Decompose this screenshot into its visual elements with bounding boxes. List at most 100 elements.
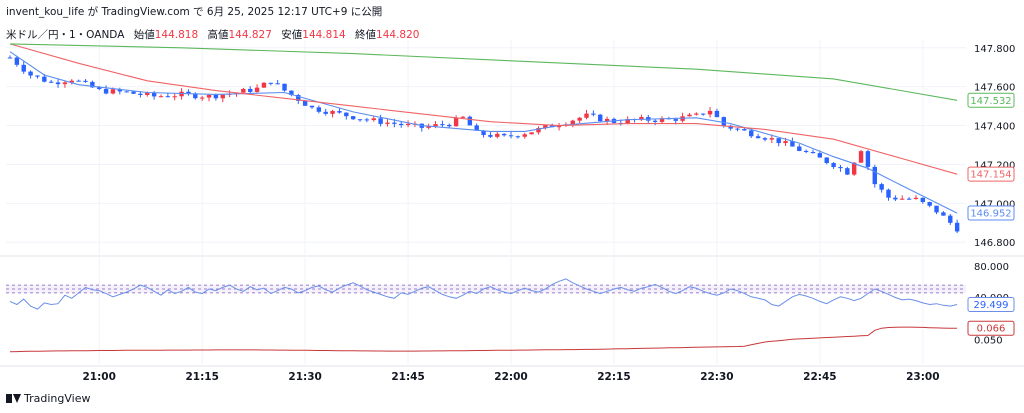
candle-body — [357, 119, 363, 121]
time-tick-label: 23:00 — [906, 371, 939, 383]
candle-body — [954, 222, 960, 232]
candle-body — [165, 96, 171, 98]
candle-body — [186, 91, 191, 94]
candle-body — [248, 88, 253, 92]
candle-body — [110, 89, 116, 94]
last-value-tag — [967, 205, 1015, 221]
time-tick-label: 22:45 — [803, 371, 836, 383]
candle-body — [913, 197, 919, 199]
candle-body — [467, 116, 473, 126]
candle-body — [254, 87, 260, 92]
candle-body — [309, 105, 315, 108]
candle-body — [323, 111, 328, 114]
symbol-label[interactable]: 米ドル／円・1・OANDA — [6, 29, 125, 41]
moving-average-line — [9, 43, 958, 175]
candle-body — [810, 152, 816, 154]
candle-body — [714, 110, 720, 118]
candle-body — [261, 82, 267, 88]
time-tick-label: 22:15 — [597, 371, 630, 383]
candle-body — [845, 168, 850, 175]
last-value-tag — [967, 166, 1015, 182]
rsi-tick-label: 80.000 — [974, 262, 1009, 273]
candle-body — [803, 150, 809, 153]
candle-body — [460, 116, 466, 118]
candle-body — [700, 113, 706, 115]
candle-body — [206, 95, 212, 98]
candle-body — [282, 83, 287, 91]
candle-body — [433, 124, 438, 127]
candle-body — [831, 163, 836, 168]
candle-body — [515, 136, 521, 138]
candle-body — [316, 107, 322, 112]
candle-body — [838, 167, 843, 169]
candle-body — [934, 205, 939, 213]
candle-body — [584, 113, 589, 118]
candle-body — [474, 125, 479, 131]
candle-body — [35, 75, 40, 77]
candle-body — [790, 141, 795, 147]
price-tick-label: 146.800 — [974, 238, 1015, 249]
candle-body — [625, 119, 630, 124]
candle-body — [872, 166, 877, 185]
candle-body — [577, 117, 582, 121]
candle-body — [199, 97, 205, 99]
candle-body — [659, 118, 665, 122]
candle-body — [886, 189, 891, 198]
price-tick-label: 147.600 — [974, 83, 1015, 94]
close-value: 144.820 — [376, 29, 420, 41]
low-value: 144.814 — [302, 29, 346, 41]
candle-body — [598, 114, 603, 122]
low-label: 安値 — [281, 29, 303, 41]
candle-body — [851, 162, 857, 175]
price-tick-label: 147.000 — [974, 199, 1015, 210]
candle-body — [749, 130, 754, 137]
candles — [7, 55, 960, 234]
candle-body — [591, 113, 596, 115]
candle-body — [14, 57, 20, 65]
candle-body — [570, 120, 575, 125]
last-value-label: 146.952 — [970, 209, 1011, 220]
candle-body — [694, 113, 699, 115]
candle-body — [893, 197, 898, 200]
candle-body — [858, 151, 864, 163]
candle-body — [350, 116, 356, 120]
publish-info: が TradingView.com で 6月 25, 2025 12:17 UT… — [87, 6, 383, 18]
candle-body — [508, 135, 514, 137]
candle-body — [289, 90, 294, 95]
time-tick-label: 22:00 — [494, 371, 527, 383]
candle-body — [399, 123, 404, 126]
price-tick-label: 147.400 — [974, 122, 1015, 133]
candle-body — [742, 129, 747, 131]
candle-body — [481, 130, 486, 135]
candle-body — [55, 82, 61, 85]
candle-body — [652, 120, 658, 122]
open-label: 始値 — [133, 29, 155, 41]
candle-body — [604, 118, 610, 122]
candle-body — [639, 117, 644, 120]
candle-body — [550, 125, 555, 128]
last-value-label: 147.154 — [970, 170, 1011, 181]
chart-header: invent_kou_life が TradingView.com で 6月 2… — [6, 4, 382, 19]
candle-body — [879, 184, 884, 190]
candle-body — [728, 125, 733, 129]
candle-body — [7, 57, 13, 59]
candle-body — [392, 122, 397, 124]
candle-body — [762, 138, 768, 140]
candle-body — [76, 80, 81, 82]
candle-body — [172, 96, 177, 98]
candle-body — [371, 118, 376, 121]
candle-body — [69, 80, 74, 83]
candle-body — [90, 81, 95, 88]
candle-body — [145, 92, 150, 95]
candle-body — [769, 138, 775, 140]
candle-body — [268, 82, 274, 84]
moving-average-line — [9, 51, 958, 214]
candle-body — [220, 94, 225, 99]
time-tick-label: 22:30 — [700, 371, 733, 383]
candle-body — [735, 128, 740, 130]
candle-body — [453, 117, 459, 127]
candle-body — [447, 124, 452, 127]
author-name[interactable]: invent_kou_life — [6, 6, 85, 18]
candle-body — [28, 71, 33, 76]
